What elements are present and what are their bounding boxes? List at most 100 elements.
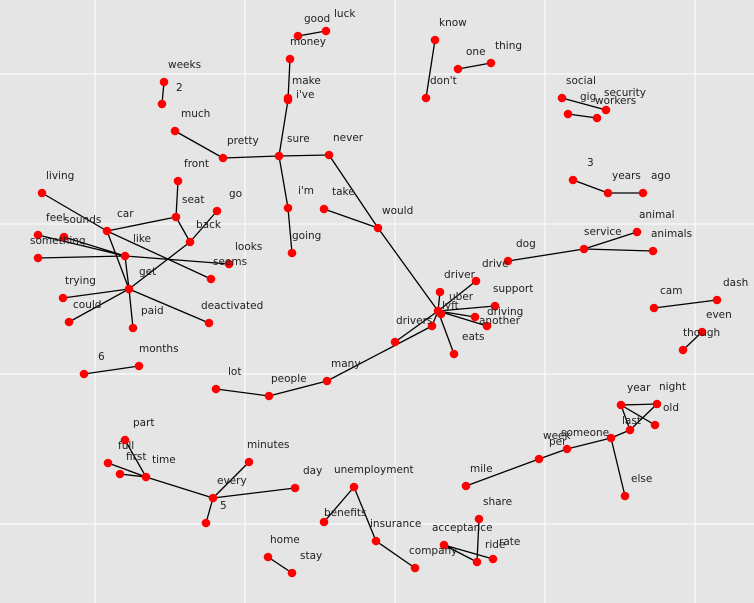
label-service: service	[584, 226, 622, 238]
node-social	[557, 93, 567, 103]
label-driving: driving	[487, 306, 523, 318]
label-seems: seems	[213, 256, 247, 268]
label-home: home	[270, 534, 300, 546]
node-driver	[435, 287, 445, 297]
node-would	[373, 223, 383, 233]
label-lot: lot	[228, 366, 241, 378]
label-feel: feel	[46, 212, 66, 224]
label-sounds: sounds	[64, 214, 101, 226]
node-acceptance	[439, 540, 449, 550]
node-animals	[648, 246, 658, 256]
edge-get-paid	[128, 288, 134, 329]
edge-first-time	[119, 473, 147, 478]
node-ride	[472, 557, 482, 567]
edge-last-night	[629, 403, 658, 431]
label-minutes: minutes	[247, 439, 290, 451]
node-though	[678, 345, 688, 355]
label-time: time	[152, 454, 176, 466]
label-animals: animals	[651, 228, 692, 240]
label-insurance: insurance	[370, 518, 421, 530]
edge-insurance-company	[375, 540, 416, 569]
label-animal: animal	[639, 209, 675, 221]
edge-money-i've	[287, 58, 291, 101]
label-could: could	[73, 299, 101, 311]
edge-gig-workers	[567, 113, 598, 119]
label-first: first	[126, 451, 147, 463]
edge-get-deactivated	[128, 288, 210, 324]
label-even: even	[706, 309, 732, 321]
label-people: people	[271, 373, 307, 385]
label-weeks: weeks	[168, 59, 201, 71]
edge-car-get	[106, 230, 130, 290]
node-money	[285, 54, 295, 64]
node-luck	[321, 26, 331, 36]
node-months	[134, 361, 144, 371]
node-minutes	[244, 457, 254, 467]
node-sounds	[59, 232, 69, 242]
node-pretty	[218, 153, 228, 163]
edge-sure-pretty	[222, 155, 280, 159]
edge-i've-sure	[278, 99, 289, 157]
edge-car-seems	[106, 230, 212, 280]
label-deactivated: deactivated	[201, 300, 263, 312]
node-drive	[471, 276, 481, 286]
edge-lyft-extra	[394, 310, 439, 343]
label-one: one	[466, 46, 486, 58]
node-unlabeled	[390, 337, 400, 347]
node-part	[120, 435, 130, 445]
label-someone: someone	[561, 427, 609, 439]
nodes	[33, 26, 722, 578]
node-year	[616, 400, 626, 410]
label-i've: i've	[296, 89, 314, 101]
node-i've	[283, 95, 293, 105]
node-last	[625, 425, 635, 435]
label-security: security	[604, 87, 646, 99]
node-full	[103, 458, 113, 468]
edge-car-seat	[106, 216, 177, 232]
label-years: years	[612, 170, 641, 182]
edge-week-per	[538, 448, 568, 460]
label-paid: paid	[141, 305, 164, 317]
node-week	[562, 444, 572, 454]
label-benefits: benefits	[324, 507, 366, 519]
edge-something-like	[37, 255, 126, 259]
edge-one-thing	[457, 62, 492, 70]
edge-service-dog	[507, 248, 585, 262]
node-dash	[712, 295, 722, 305]
edge-seat-back	[175, 216, 191, 243]
edge-per-mile	[465, 458, 540, 487]
edge-time-every	[145, 476, 214, 499]
label-make: make	[292, 75, 321, 87]
node-years	[603, 188, 613, 198]
label-looks: looks	[235, 241, 262, 253]
label-much: much	[181, 108, 210, 120]
edge-get-trying	[62, 288, 130, 299]
node-security	[601, 105, 611, 115]
edge-year-night	[620, 403, 658, 406]
label-thing: thing	[495, 40, 522, 52]
label-rate: rate	[499, 536, 520, 548]
edge-every-5	[205, 497, 214, 524]
node-day	[290, 483, 300, 493]
label-months: months	[139, 343, 179, 355]
label-pretty: pretty	[227, 135, 259, 147]
label-workers: workers	[595, 95, 636, 107]
label-mile: mile	[470, 463, 493, 475]
label-5: 5	[220, 500, 227, 512]
node-living	[37, 188, 47, 198]
label-money: money	[290, 36, 326, 48]
node-driving	[470, 312, 480, 322]
edge-drivers-many	[326, 325, 433, 382]
edge-like-looks	[124, 255, 230, 265]
node-paid	[128, 323, 138, 333]
label-get: get	[139, 266, 156, 278]
edge-back-get	[128, 241, 191, 290]
edge-like-get	[124, 255, 130, 290]
node-go	[212, 206, 222, 216]
node-like	[120, 251, 130, 261]
label-company: company	[409, 545, 457, 557]
label-driver: driver	[444, 269, 476, 281]
edge-sure-never	[278, 154, 330, 157]
label-acceptance: acceptance	[432, 522, 493, 534]
